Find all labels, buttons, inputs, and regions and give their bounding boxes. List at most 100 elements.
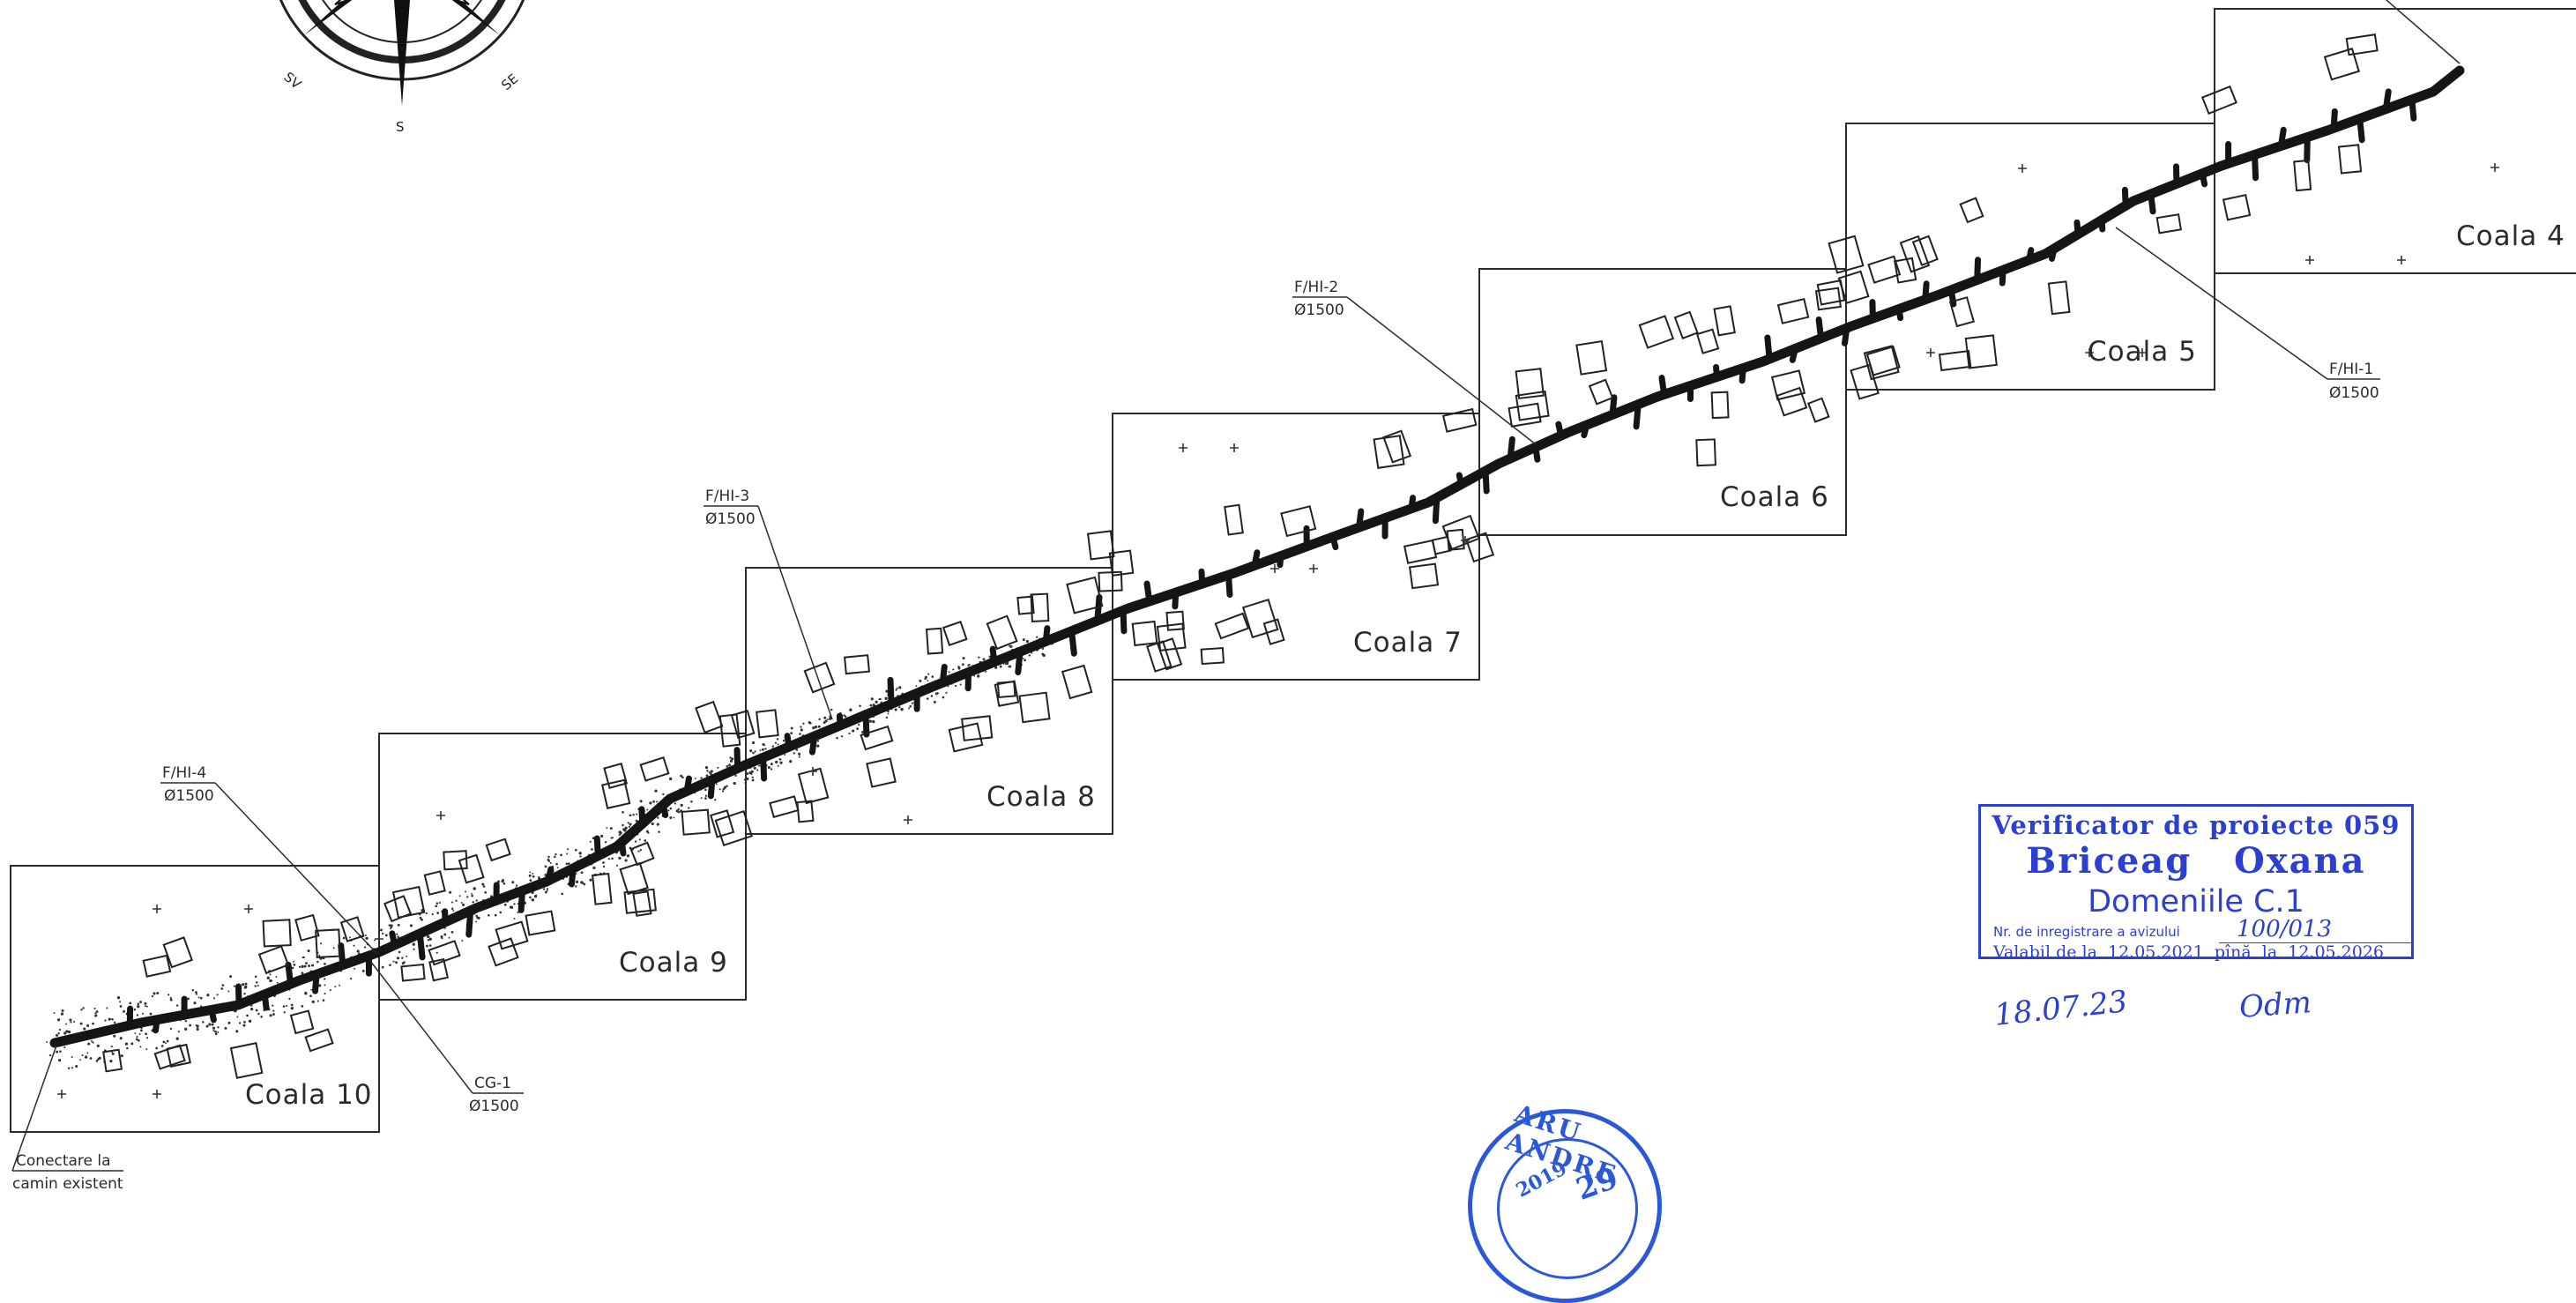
terrain-dot [276,976,278,978]
terrain-dot [449,937,450,939]
terrain-dot [830,709,832,711]
terrain-dot [931,675,934,678]
terrain-dot [1029,654,1031,656]
service-connection [1280,556,1281,565]
terrain-dot [532,898,534,901]
terrain-dot [398,924,400,927]
service-connection [2125,190,2126,205]
terrain-dot [600,835,603,838]
service-connection [420,934,422,957]
survey-cross [2018,164,2027,173]
terrain-dot [746,772,748,775]
terrain-dot [229,975,232,978]
service-connection [2102,220,2103,230]
service-connection [1359,511,1361,527]
terrain-dot [591,848,593,851]
terrain-dot [550,862,552,864]
terrain-dot [749,749,752,752]
service-connection [812,736,814,752]
terrain-dot [629,826,630,828]
building-outline [987,616,1017,649]
terrain-dot [343,937,346,940]
service-connection [548,869,551,881]
terrain-dot [277,982,279,984]
terrain-dot [513,903,515,905]
terrain-dot [611,857,614,860]
terrain-dot [365,934,367,936]
building-outline [1640,316,1673,348]
terrain-dot [374,940,376,942]
service-connection [1435,498,1436,521]
terrain-dot [428,939,429,941]
terrain-dot [937,692,939,694]
terrain-dot [92,1023,94,1025]
terrain-dot [977,674,979,677]
terrain-dot [714,799,716,800]
terrain-dot [397,957,399,959]
compass-rose-icon: S SV SE [270,0,534,135]
service-connection [2307,138,2308,160]
terrain-dot [934,701,936,704]
sheet-label-coala-8: Coala 8 [986,781,1096,813]
terrain-dot [354,968,355,970]
terrain-dot [875,701,878,704]
terrain-dot [543,888,545,890]
building-outline [1772,370,1805,399]
terrain-dot [79,1059,81,1061]
terrain-dot [318,984,321,987]
terrain-dot [71,1056,73,1058]
terrain-dot [909,705,912,708]
building-outline [1675,312,1698,339]
building-outline [1166,612,1183,630]
terrain-dot [636,814,637,815]
building-outline [1158,624,1186,651]
building-outline [797,801,813,823]
terrain-dot [462,904,465,906]
terrain-dot [716,783,718,785]
terrain-dot [163,1041,166,1044]
terrain-dot [312,1001,315,1003]
terrain-dot [269,973,271,975]
service-connection [2386,92,2388,109]
terrain-dot [898,706,900,708]
terrain-dot [1023,638,1025,641]
terrain-dot [746,778,748,780]
terrain-dot [629,823,632,825]
terrain-dot [836,737,838,740]
terrain-dot [771,763,773,765]
terrain-dot [978,657,979,659]
terrain-dot [57,1018,60,1021]
sheet-label-coala-10: Coala 10 [245,1079,373,1111]
terrain-dot [647,832,649,834]
terrain-dot [270,1014,272,1016]
terrain-dot [752,777,754,778]
terrain-dot [260,1016,263,1018]
service-connection [711,779,712,795]
terrain-dot [802,723,804,725]
terrain-dot [167,1040,169,1043]
terrain-dot [220,987,223,990]
terrain-dot [545,866,547,868]
terrain-dot [330,989,331,991]
terrain-dot [728,763,731,766]
terrain-dot [292,967,294,970]
stamp-validity: Valabil de la 12.05.2021 pînă la 12.05.2… [1993,942,2384,962]
terrain-dot [318,955,320,957]
terrain-dot [705,766,708,769]
terrain-dot [731,757,733,760]
terrain-dot [393,961,395,963]
terrain-dot [58,1032,60,1034]
terrain-dot [304,965,307,968]
leader-cg-1-diag [370,961,473,1093]
terrain-dot [120,1037,123,1039]
terrain-dot [530,879,532,882]
terrain-dot [618,830,621,833]
terrain-dot [227,991,229,993]
terrain-dot [841,735,843,737]
service-connection [1899,309,1901,318]
terrain-dot [610,838,612,839]
terrain-dot [406,956,407,957]
service-connection [2077,222,2078,234]
service-connection [239,987,240,1005]
terrain-dot [852,729,854,732]
